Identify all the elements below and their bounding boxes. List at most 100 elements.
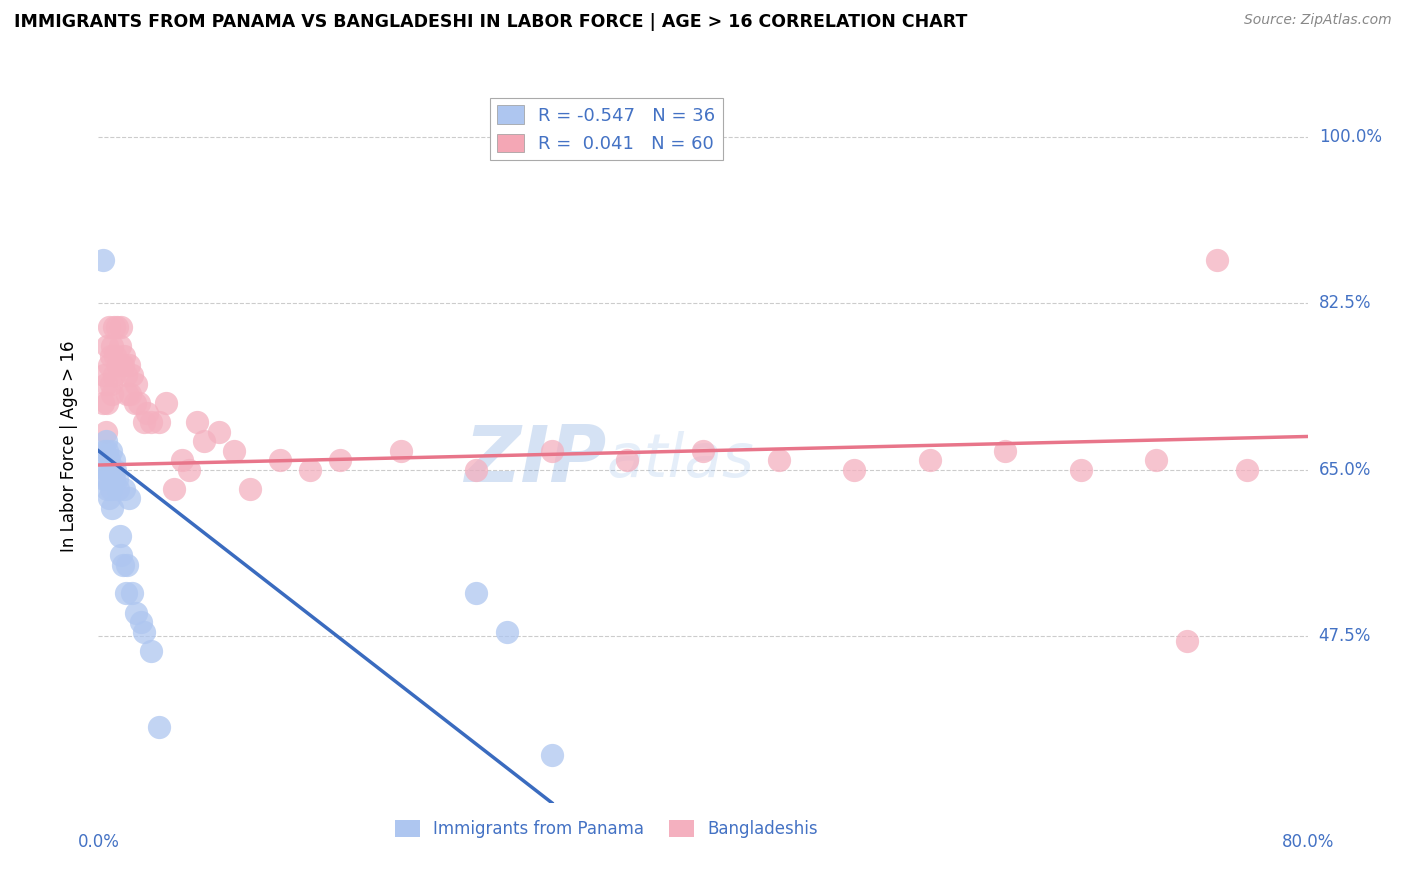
Point bbox=[224, 443, 246, 458]
Point bbox=[329, 453, 352, 467]
Point bbox=[118, 491, 141, 506]
Point bbox=[148, 720, 170, 734]
Point bbox=[132, 624, 155, 639]
Point bbox=[918, 453, 941, 467]
Legend: Immigrants from Panama, Bangladeshis: Immigrants from Panama, Bangladeshis bbox=[388, 813, 824, 845]
Point bbox=[1206, 253, 1229, 268]
Point bbox=[100, 482, 122, 496]
Point bbox=[96, 472, 118, 486]
Point bbox=[100, 443, 122, 458]
Point bbox=[108, 339, 131, 353]
Point bbox=[179, 463, 201, 477]
Point bbox=[1144, 453, 1167, 467]
Point bbox=[121, 368, 143, 382]
Point bbox=[768, 453, 790, 467]
Point bbox=[91, 253, 114, 268]
Point bbox=[111, 558, 134, 572]
Point bbox=[98, 358, 121, 372]
Text: 65.0%: 65.0% bbox=[1319, 461, 1371, 479]
Text: IMMIGRANTS FROM PANAMA VS BANGLADESHI IN LABOR FORCE | AGE > 16 CORRELATION CHAR: IMMIGRANTS FROM PANAMA VS BANGLADESHI IN… bbox=[14, 13, 967, 31]
Point bbox=[115, 558, 138, 572]
Point bbox=[101, 339, 124, 353]
Y-axis label: In Labor Force | Age > 16: In Labor Force | Age > 16 bbox=[59, 340, 77, 552]
Point bbox=[105, 320, 128, 334]
Text: 0.0%: 0.0% bbox=[77, 833, 120, 851]
Point bbox=[103, 472, 125, 486]
Point bbox=[125, 606, 148, 620]
Point bbox=[299, 463, 322, 477]
Point bbox=[115, 386, 138, 401]
Point bbox=[269, 453, 291, 467]
Point bbox=[96, 482, 118, 496]
Text: 82.5%: 82.5% bbox=[1319, 294, 1371, 312]
Text: Source: ZipAtlas.com: Source: ZipAtlas.com bbox=[1244, 13, 1392, 28]
Point bbox=[616, 453, 638, 467]
Point bbox=[125, 377, 148, 392]
Point bbox=[94, 377, 117, 392]
Point bbox=[114, 368, 136, 382]
Point bbox=[155, 396, 177, 410]
Point bbox=[94, 425, 117, 439]
Point bbox=[101, 386, 124, 401]
Point bbox=[91, 396, 114, 410]
Point bbox=[100, 349, 122, 363]
Text: 100.0%: 100.0% bbox=[1319, 128, 1382, 145]
Point bbox=[148, 415, 170, 429]
Point bbox=[108, 529, 131, 543]
Point bbox=[389, 443, 412, 458]
Point bbox=[110, 358, 132, 372]
Point bbox=[107, 358, 129, 372]
Point bbox=[105, 472, 128, 486]
Point bbox=[112, 482, 135, 496]
Point bbox=[93, 443, 115, 458]
Point bbox=[239, 482, 262, 496]
Point bbox=[208, 425, 231, 439]
Point bbox=[98, 453, 121, 467]
Point bbox=[170, 453, 193, 467]
Text: ZIP: ZIP bbox=[464, 422, 606, 499]
Point bbox=[495, 624, 517, 639]
Point bbox=[120, 386, 142, 401]
Point bbox=[465, 463, 488, 477]
Point bbox=[104, 463, 127, 477]
Point bbox=[103, 320, 125, 334]
Point bbox=[93, 472, 115, 486]
Point bbox=[163, 482, 186, 496]
Point bbox=[465, 586, 488, 600]
Point bbox=[141, 415, 163, 429]
Point bbox=[110, 320, 132, 334]
Point bbox=[118, 358, 141, 372]
Point bbox=[132, 415, 155, 429]
Text: 47.5%: 47.5% bbox=[1319, 627, 1371, 645]
Point bbox=[107, 482, 129, 496]
Point bbox=[111, 358, 134, 372]
Point bbox=[101, 463, 124, 477]
Point bbox=[100, 377, 122, 392]
Point bbox=[994, 443, 1017, 458]
Point bbox=[98, 491, 121, 506]
Point bbox=[96, 396, 118, 410]
Point bbox=[193, 434, 215, 449]
Point bbox=[98, 463, 121, 477]
Point bbox=[94, 463, 117, 477]
Point bbox=[540, 748, 562, 763]
Point bbox=[186, 415, 208, 429]
Point bbox=[112, 349, 135, 363]
Point bbox=[141, 643, 163, 657]
Point bbox=[103, 453, 125, 467]
Point bbox=[114, 586, 136, 600]
Point bbox=[540, 443, 562, 458]
Point bbox=[129, 615, 152, 629]
Point bbox=[103, 368, 125, 382]
Point bbox=[101, 500, 124, 515]
Point bbox=[692, 443, 714, 458]
Text: 80.0%: 80.0% bbox=[1281, 833, 1334, 851]
Point bbox=[1175, 634, 1198, 648]
Point bbox=[128, 396, 150, 410]
Point bbox=[1236, 463, 1258, 477]
Point bbox=[1070, 463, 1092, 477]
Point bbox=[104, 349, 127, 363]
Point bbox=[121, 586, 143, 600]
Point bbox=[93, 368, 115, 382]
Point bbox=[124, 396, 146, 410]
